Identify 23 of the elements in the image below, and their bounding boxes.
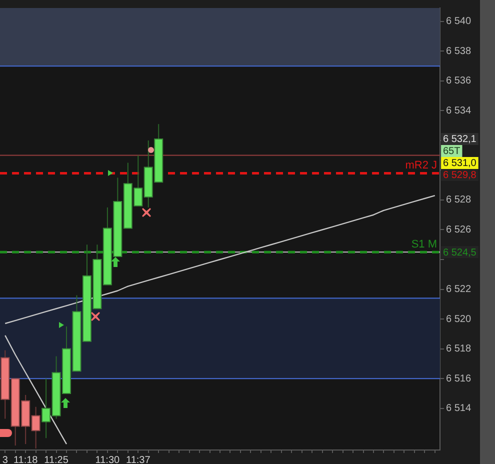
ref-line-label: 6 524,5 xyxy=(443,247,477,258)
y-tick-label: 6 534 xyxy=(446,105,472,116)
x-tick-label: 11:18 xyxy=(13,454,38,464)
y-tick-label: 6 514 xyxy=(446,403,472,414)
x-tick-label: 11:37 xyxy=(126,454,151,464)
ref-line-label: 6 531,0 xyxy=(443,158,477,170)
annotation: S1 M xyxy=(411,238,437,251)
y-tick-label: 6 520 xyxy=(446,314,472,325)
x-tick-label: 11:25 xyxy=(44,454,69,464)
text: 65T xyxy=(443,146,460,158)
y-tick-label: 6 538 xyxy=(446,46,472,57)
y-tick-label: 6 540 xyxy=(446,16,472,28)
y-tick-label: 6 526 xyxy=(446,224,472,236)
annotation: 6 532,1 xyxy=(443,134,477,146)
y-tick-label: 6 522 xyxy=(446,284,472,296)
y-tick-label: 6 528 xyxy=(446,194,472,206)
y-tick-label: 6 516 xyxy=(446,373,472,384)
y-tick-label: 6 536 xyxy=(446,76,472,87)
ref-line-label: 6 529,8 xyxy=(443,170,477,182)
x-tick-label: 11:30 xyxy=(95,454,120,464)
y-tick-label: 6 518 xyxy=(446,344,472,355)
annotation: mR2 J xyxy=(405,160,437,172)
x-tick-label: 3 xyxy=(2,454,8,464)
